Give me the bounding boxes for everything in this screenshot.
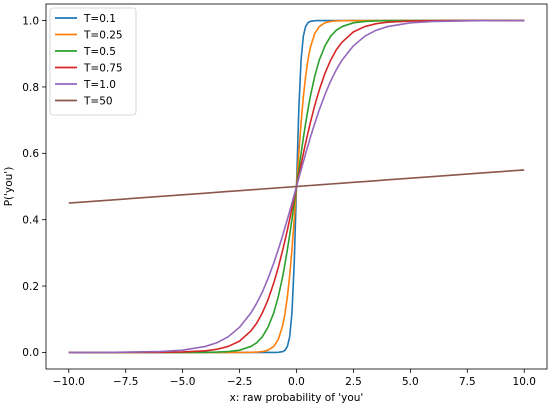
legend-label: T=50 [83,95,113,107]
legend-item: T=0.75 [55,62,123,74]
series-line-6 [68,169,525,204]
legend-label: T=1.0 [83,79,116,91]
legend-label: T=0.75 [83,62,123,74]
y-tick-label: 0.8 [22,82,39,94]
y-tick-label: 0.6 [22,148,39,160]
x-tick-label: −7.5 [113,376,139,388]
legend-label: T=0.25 [83,29,123,41]
x-tick-label: −5.0 [170,376,196,388]
x-axis: −10.0 −7.5 −5.0 −2.5 0.0 2.5 5.0 7.5 10.0 [53,369,536,388]
y-tick-label: 0.2 [22,281,39,293]
legend-item: T=0.5 [55,46,116,58]
legend-item: T=50 [55,95,113,107]
series-layer [68,19,525,354]
legend-label: T=0.1 [83,13,116,25]
x-tick-label: 10.0 [513,376,536,388]
x-axis-label: x: raw probability of 'you' [230,392,364,404]
y-tick-label: 1.0 [22,15,39,27]
legend-item: T=1.0 [55,79,116,91]
x-tick-label: −2.5 [227,376,253,388]
legend-item: T=0.25 [55,29,123,41]
x-tick-label: 2.5 [345,376,362,388]
x-tick-label: 5.0 [402,376,419,388]
legend: T=0.1 T=0.25 T=0.5 T=0.75 T=1.0 T=50 [49,7,137,116]
y-axis: 0.0 0.2 0.4 0.6 0.8 1.0 [22,15,46,359]
x-tick-label: 7.5 [459,376,476,388]
y-tick-label: 0.0 [22,347,39,359]
y-tick-label: 0.4 [22,214,39,226]
legend-label: T=0.5 [83,46,116,58]
y-axis-label: P('you') [3,167,15,207]
legend-item: T=0.1 [55,13,116,25]
x-tick-label: 0.0 [288,376,305,388]
x-tick-label: −10.0 [53,376,85,388]
